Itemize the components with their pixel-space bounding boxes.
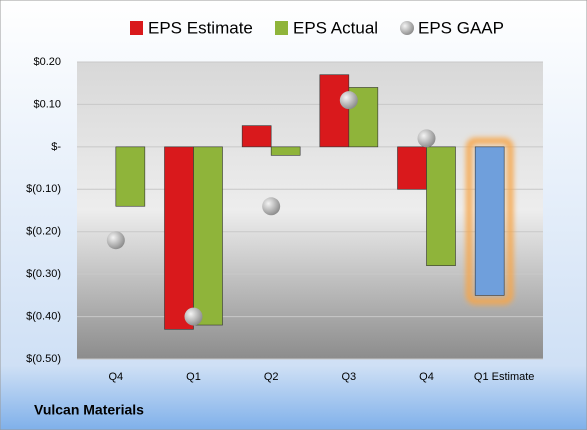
x-tick-label: Q2: [264, 371, 279, 383]
legend-label: EPS Estimate: [148, 18, 253, 37]
x-tick-label: Q1: [186, 371, 201, 383]
y-tick-label: $(0.40): [26, 310, 61, 322]
bar: [115, 146, 146, 207]
legend-label: EPS Actual: [293, 18, 378, 37]
x-tick-label: Q4: [108, 371, 123, 383]
footer: Vulcan Materials: [34, 402, 144, 418]
gaap-marker: [106, 231, 125, 250]
bar: [397, 146, 427, 190]
legend-label: EPS GAAP: [418, 18, 504, 37]
y-tick-label: $(0.50): [26, 353, 61, 365]
gaap-marker: [262, 197, 281, 216]
x-tick-label: Q3: [341, 371, 356, 383]
bar: [241, 125, 272, 148]
gaap-marker: [184, 307, 203, 326]
gaap-marker: [417, 129, 436, 148]
bar: [193, 146, 223, 326]
legend-marker: [275, 21, 288, 35]
y-tick-label: $0.10: [33, 98, 61, 110]
legend-marker: [400, 21, 414, 35]
y-tick-label: $(0.30): [26, 268, 61, 280]
y-tick-label: $-: [51, 141, 61, 153]
y-tick-label: $(0.20): [26, 226, 61, 238]
highlight-glow: [466, 137, 514, 305]
y-tick-label: $(0.10): [26, 183, 61, 195]
x-tick-label: Q4: [419, 371, 434, 383]
y-tick-label: $0.20: [33, 56, 61, 68]
bar: [426, 146, 456, 266]
plot-area: [77, 62, 543, 359]
gaap-marker: [339, 91, 358, 110]
legend-marker: [130, 21, 143, 35]
bar: [474, 146, 505, 296]
bar: [164, 146, 194, 330]
bar: [270, 146, 301, 156]
x-tick-label: Q1 Estimate: [474, 371, 535, 383]
bar: [319, 74, 350, 148]
